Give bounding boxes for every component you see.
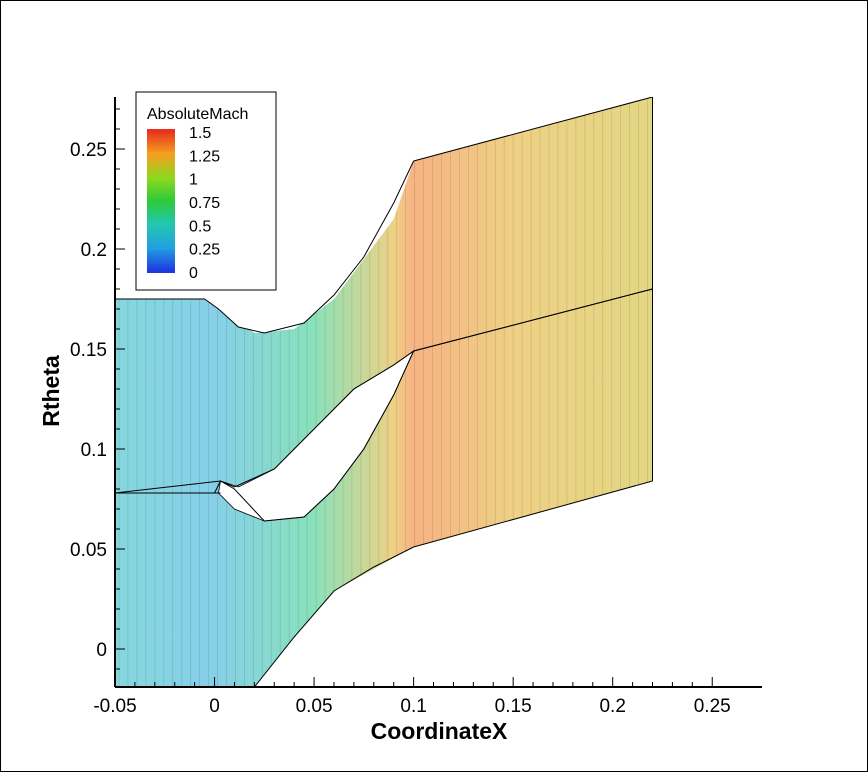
legend-label: 0.5 [189,218,211,235]
x-tick-label: 0.05 [296,696,333,717]
y-tick-label: 0 [96,640,107,661]
y-tick-label: 0.2 [81,240,107,261]
x-tick-label: 0.25 [694,696,731,717]
legend-label: 1 [189,172,198,189]
legend-swatch [147,152,175,157]
passage-lower-wake-bottom [413,480,653,548]
passage-lower-wake-top [413,288,653,352]
legend-label: 0.75 [189,195,220,212]
passage-upper-suction-side [115,160,415,334]
legend-title: AbsoluteMach [147,106,248,123]
legend-label: 1.5 [189,125,211,142]
legend-swatch [147,129,175,133]
y-tick-label: 0.1 [81,440,107,461]
legend-swatch [147,222,175,227]
x-tick-label: 0.1 [400,696,426,717]
x-tick-label: 0.15 [495,696,532,717]
x-tick-label: 0.2 [599,696,625,717]
y-axis-title: Rtheta [38,355,64,427]
legend-swatch [147,175,175,180]
passage-upper-pressure-side [115,350,414,494]
passage-lower-suction-side [115,350,415,522]
y-tick-label: 0.05 [70,540,107,561]
axes: -0.05 0 0.05 0.1 0.15 0.2 0.25 0 0.05 0.1 0.15 0.2 0… [70,97,762,717]
x-axis-title: CoordinateX [371,718,508,744]
legend-swatch [147,245,175,250]
y-tick-label: 0.15 [70,340,107,361]
legend-swatch [147,199,175,203]
passage-upper-wake-top [413,97,653,162]
legend-swatch [147,269,175,273]
legend: AbsoluteMach 1.5 1.25 1 0.75 0.5 0.25 0 [135,91,277,291]
x-tick-label: 0 [209,696,220,717]
legend-label: 1.25 [189,148,220,165]
passage-lower-pressure-side [115,546,414,687]
legend-label: 0.25 [189,242,220,259]
y-tick-label: 0.25 [70,140,107,161]
x-tick-label: -0.05 [93,696,136,717]
legend-label: 0 [189,265,198,282]
